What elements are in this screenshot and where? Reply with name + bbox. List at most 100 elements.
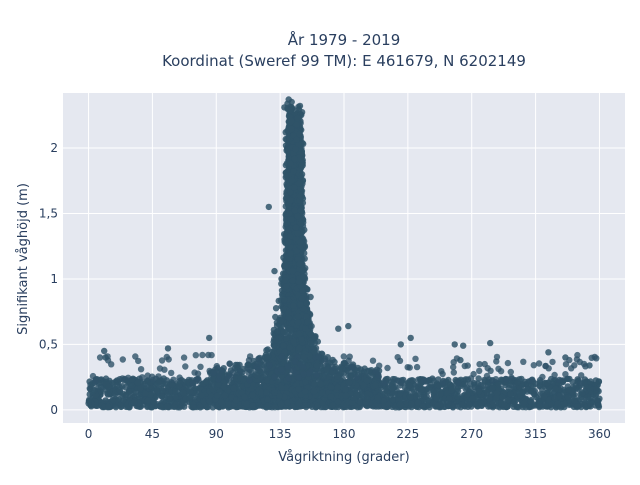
data-point bbox=[272, 404, 278, 410]
data-point bbox=[531, 391, 537, 397]
data-point bbox=[273, 305, 279, 311]
data-point bbox=[519, 389, 525, 395]
data-point bbox=[311, 381, 317, 387]
data-point bbox=[505, 397, 511, 403]
data-point bbox=[151, 399, 157, 405]
data-point bbox=[502, 382, 508, 388]
data-point bbox=[571, 398, 577, 404]
data-point bbox=[147, 392, 153, 398]
data-point bbox=[264, 354, 270, 360]
data-point bbox=[171, 404, 177, 410]
data-point bbox=[142, 391, 148, 397]
data-point bbox=[595, 402, 601, 408]
data-point bbox=[484, 390, 490, 396]
data-point bbox=[180, 389, 186, 395]
data-point bbox=[562, 401, 568, 407]
data-point bbox=[105, 391, 111, 397]
data-point bbox=[176, 383, 182, 389]
data-point bbox=[225, 401, 231, 407]
data-point bbox=[489, 385, 495, 391]
data-point bbox=[485, 403, 491, 409]
data-point bbox=[187, 395, 193, 401]
data-point bbox=[103, 375, 109, 381]
data-point bbox=[574, 403, 580, 409]
data-point bbox=[435, 402, 441, 408]
data-point bbox=[155, 379, 161, 385]
data-point bbox=[158, 403, 164, 409]
data-point bbox=[383, 386, 389, 392]
data-point bbox=[85, 400, 91, 406]
data-point bbox=[86, 378, 92, 384]
data-point bbox=[241, 394, 247, 400]
data-point bbox=[207, 398, 213, 404]
data-point bbox=[553, 386, 559, 392]
data-point bbox=[552, 395, 558, 401]
data-point bbox=[129, 382, 135, 388]
data-point bbox=[328, 393, 334, 399]
data-point bbox=[346, 379, 352, 385]
data-point bbox=[521, 400, 527, 406]
data-point bbox=[419, 403, 425, 409]
data-point bbox=[214, 392, 220, 398]
data-point bbox=[231, 385, 237, 391]
data-point bbox=[454, 393, 460, 399]
data-point bbox=[364, 378, 370, 384]
data-point bbox=[263, 347, 269, 353]
data-point bbox=[536, 403, 542, 409]
data-point bbox=[218, 399, 224, 405]
data-point bbox=[131, 399, 137, 405]
data-point bbox=[446, 395, 452, 401]
data-point bbox=[145, 398, 151, 404]
data-point bbox=[328, 384, 334, 390]
data-point bbox=[450, 386, 456, 392]
data-point bbox=[397, 401, 403, 407]
data-point bbox=[163, 381, 169, 387]
data-point bbox=[587, 401, 593, 407]
data-point bbox=[135, 379, 141, 385]
data-point bbox=[87, 391, 93, 397]
data-point bbox=[120, 397, 126, 403]
data-point bbox=[364, 396, 370, 402]
data-point bbox=[265, 403, 271, 409]
data-point bbox=[463, 376, 469, 382]
data-point bbox=[190, 404, 196, 410]
data-point bbox=[197, 404, 203, 410]
data-point bbox=[464, 391, 470, 397]
data-point bbox=[587, 378, 593, 384]
data-point bbox=[374, 395, 380, 401]
data-point bbox=[541, 394, 547, 400]
data-point bbox=[159, 393, 165, 399]
data-point bbox=[244, 401, 250, 407]
data-point bbox=[278, 401, 284, 407]
data-point bbox=[358, 366, 364, 372]
data-point bbox=[499, 394, 505, 400]
data-point bbox=[514, 379, 520, 385]
data-point bbox=[330, 402, 336, 408]
data-point bbox=[342, 386, 348, 392]
data-point bbox=[172, 388, 178, 394]
data-point bbox=[302, 402, 308, 408]
data-point bbox=[264, 396, 270, 402]
data-point bbox=[366, 368, 372, 374]
data-point bbox=[198, 392, 204, 398]
data-point bbox=[209, 386, 215, 392]
data-point bbox=[278, 385, 284, 391]
data-point bbox=[579, 390, 585, 396]
data-point bbox=[254, 372, 260, 378]
data-point bbox=[137, 385, 143, 391]
data-point bbox=[566, 387, 572, 393]
data-point bbox=[113, 404, 119, 410]
data-point bbox=[545, 380, 551, 386]
data-point bbox=[476, 388, 482, 394]
data-point bbox=[507, 391, 513, 397]
data-point bbox=[122, 384, 128, 390]
data-point bbox=[459, 401, 465, 407]
chart-title-line1: År 1979 - 2019 bbox=[288, 30, 401, 49]
data-point bbox=[390, 397, 396, 403]
data-point bbox=[105, 404, 111, 410]
data-point bbox=[593, 390, 599, 396]
data-point bbox=[480, 383, 486, 389]
data-point bbox=[406, 382, 412, 388]
